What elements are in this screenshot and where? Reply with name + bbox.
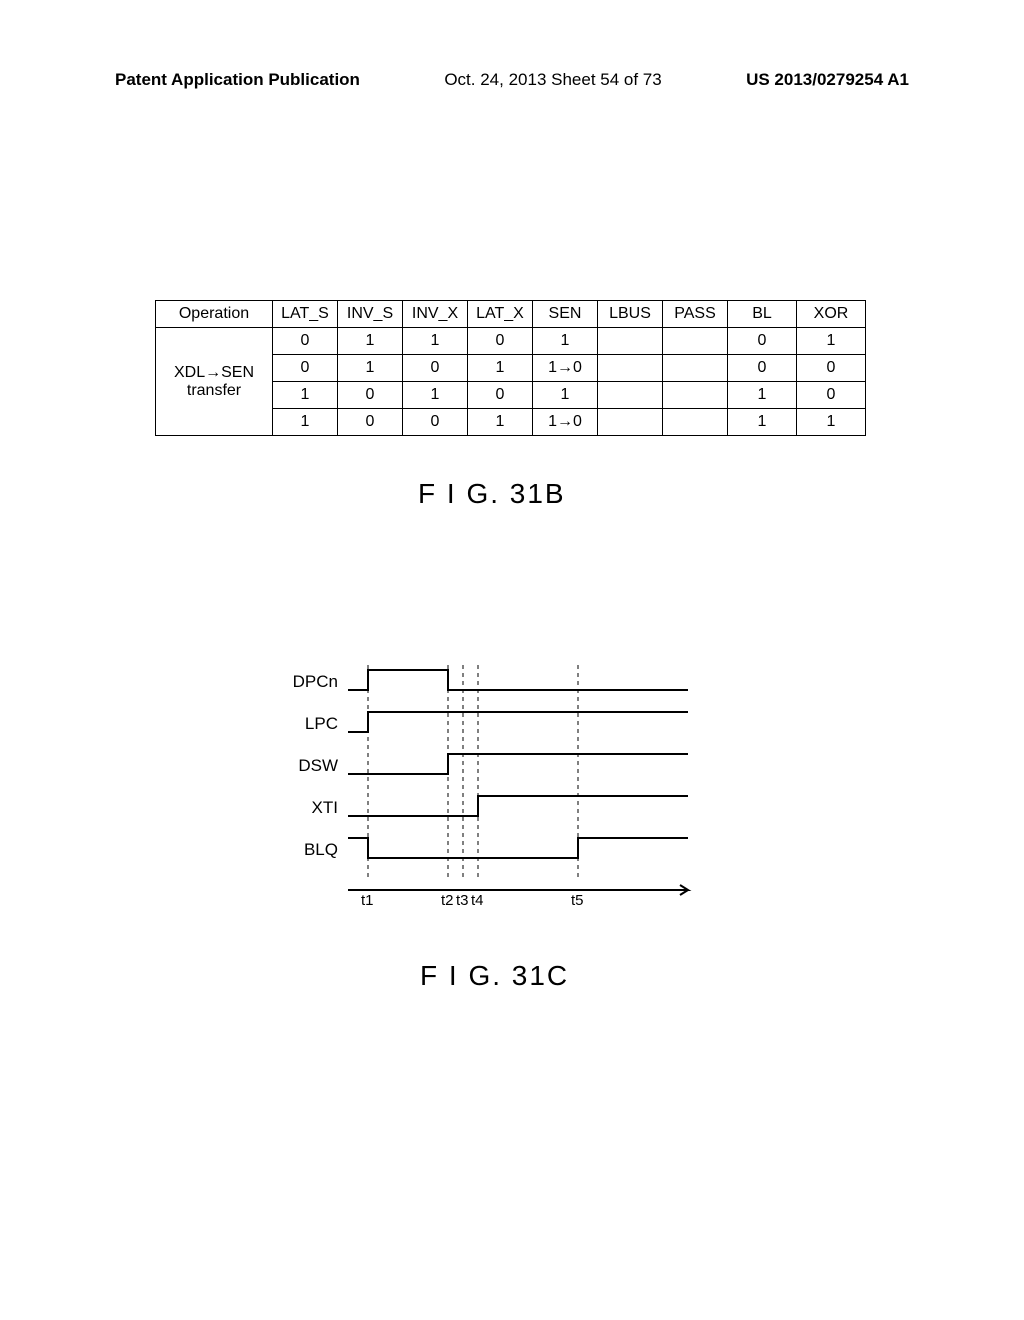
page-header: Patent Application Publication Oct. 24, … bbox=[0, 70, 1024, 90]
cell bbox=[663, 328, 728, 355]
col-lbus: LBUS bbox=[598, 301, 663, 328]
cell bbox=[663, 355, 728, 382]
cell: 0 bbox=[468, 328, 533, 355]
signal-label: BLQ bbox=[280, 840, 338, 860]
cell bbox=[598, 409, 663, 436]
cell: 1 bbox=[533, 328, 598, 355]
operation-cell: XDL→SEN transfer bbox=[156, 328, 273, 436]
signal-label: DPCn bbox=[280, 672, 338, 692]
signal-table: Operation LAT_S INV_S INV_X LAT_X SEN LB… bbox=[155, 300, 866, 436]
timing-diagram: DPCn LPC DSW XTI BLQ t1 t2t3t4 t5 bbox=[280, 660, 720, 940]
cell: 1 bbox=[797, 409, 866, 436]
signal-label: XTI bbox=[280, 798, 338, 818]
cell bbox=[663, 382, 728, 409]
cell bbox=[598, 382, 663, 409]
cell: 0 bbox=[273, 355, 338, 382]
cell: 0 bbox=[338, 409, 403, 436]
table-header-row: Operation LAT_S INV_S INV_X LAT_X SEN LB… bbox=[156, 301, 866, 328]
tick-label: t4 bbox=[471, 892, 484, 909]
tick-label: t2 bbox=[441, 892, 454, 909]
col-lat-x: LAT_X bbox=[468, 301, 533, 328]
cell: 0 bbox=[728, 328, 797, 355]
col-inv-x: INV_X bbox=[403, 301, 468, 328]
tick-label: t5 bbox=[571, 892, 584, 909]
col-pass: PASS bbox=[663, 301, 728, 328]
cell: 1 bbox=[728, 382, 797, 409]
cell bbox=[598, 328, 663, 355]
cell: 0 bbox=[797, 382, 866, 409]
tick-label: t1 bbox=[361, 892, 374, 909]
header-left: Patent Application Publication bbox=[115, 70, 360, 90]
cell bbox=[663, 409, 728, 436]
col-sen: SEN bbox=[533, 301, 598, 328]
header-center: Oct. 24, 2013 Sheet 54 of 73 bbox=[444, 70, 661, 90]
figure-label-31b: F I G. 31B bbox=[418, 478, 566, 510]
cell: 1→0 bbox=[533, 355, 598, 382]
cell: 0 bbox=[273, 328, 338, 355]
cell: 1 bbox=[403, 382, 468, 409]
signal-label: LPC bbox=[280, 714, 338, 734]
header-right: US 2013/0279254 A1 bbox=[746, 70, 909, 90]
cell: 1 bbox=[403, 328, 468, 355]
cell bbox=[598, 355, 663, 382]
cell: 1→0 bbox=[533, 409, 598, 436]
table-row: XDL→SEN transfer 0 1 1 0 1 0 1 bbox=[156, 328, 866, 355]
cell: 1 bbox=[797, 328, 866, 355]
cell: 0 bbox=[338, 382, 403, 409]
cell: 1 bbox=[338, 355, 403, 382]
cell: 0 bbox=[468, 382, 533, 409]
timing-guides bbox=[348, 660, 708, 882]
cell: 1 bbox=[468, 409, 533, 436]
tick-label: t3 bbox=[456, 892, 469, 909]
cell: 1 bbox=[533, 382, 598, 409]
cell: 1 bbox=[728, 409, 797, 436]
col-lat-s: LAT_S bbox=[273, 301, 338, 328]
col-operation: Operation bbox=[156, 301, 273, 328]
col-inv-s: INV_S bbox=[338, 301, 403, 328]
col-xor: XOR bbox=[797, 301, 866, 328]
cell: 1 bbox=[468, 355, 533, 382]
cell: 1 bbox=[338, 328, 403, 355]
cell: 0 bbox=[403, 355, 468, 382]
cell: 0 bbox=[797, 355, 866, 382]
signal-label: DSW bbox=[280, 756, 338, 776]
col-bl: BL bbox=[728, 301, 797, 328]
figure-label-31c: F I G. 31C bbox=[420, 960, 569, 992]
cell: 0 bbox=[403, 409, 468, 436]
cell: 0 bbox=[728, 355, 797, 382]
cell: 1 bbox=[273, 409, 338, 436]
cell: 1 bbox=[273, 382, 338, 409]
